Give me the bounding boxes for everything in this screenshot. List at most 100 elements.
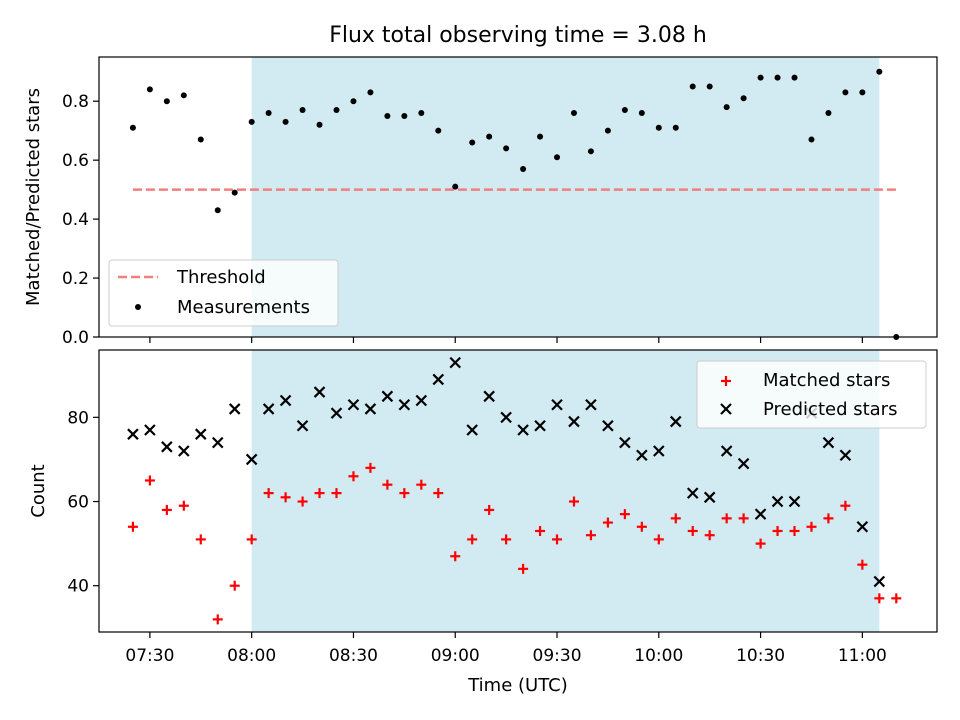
matched-star-point [348,471,359,482]
matched-star-point [314,488,325,499]
predicted-star-point [568,415,580,428]
matched-star-point [670,513,681,524]
predicted-star-point [653,445,665,457]
top-axes-frame [98,56,938,338]
x-tick-label: 10:00 [634,646,683,666]
matched-star-point [585,530,596,541]
predicted-star-point [585,398,597,411]
chart-title: Flux total observing time = 3.08 h [329,23,707,48]
predicted-star-point [737,457,750,470]
measurement-point [570,110,577,116]
matched-star-point [874,593,885,604]
measurement-point [740,95,747,102]
predicted-star-point [754,508,767,520]
x-tick-label: 07:30 [125,646,174,666]
bottom-axes-frame [98,349,938,633]
predicted-star-point [619,436,631,449]
matched-star-point [161,504,172,515]
measurement-point [825,110,832,116]
predicted-star-point [228,403,241,415]
matched-legend-swatch [721,376,731,386]
matched-star-point [806,521,817,532]
predicted-star-point [822,436,835,449]
predicted-star-point [262,403,275,415]
x-tick-label: 09:00 [431,646,480,666]
matched-star-point [127,521,138,532]
predicted-star-point [602,419,614,432]
bottom-legend: Matched stars Predicted stars [696,360,927,429]
predicted-star-point [856,520,869,533]
measurements-legend-swatch [135,304,141,310]
matched-star-point [738,513,749,524]
measurement-point [876,68,883,75]
bottom-y-ticks: 40 60 80 [67,408,99,597]
matched-star-point [399,488,410,499]
measurement-point [859,89,866,96]
predicted-star-point [347,398,360,411]
predicted-star-point [279,394,292,407]
predicted-star-point [534,419,546,432]
predicted-legend-swatch [720,403,732,415]
measurement-point [503,145,510,152]
bottom-y-axis-label: Count [28,464,49,517]
predicted-star-point [636,449,648,462]
measurement-point [316,121,323,128]
measurement-point [401,112,408,119]
matched-star-point [891,593,902,604]
matched-star-point [535,525,546,536]
x-tick-label: 08:00 [227,646,276,666]
x-tick-label: 08:30 [329,646,378,666]
top-x-ticks [149,337,863,343]
predicted-star-point [381,390,394,403]
matched-star-point [687,525,698,536]
measurement-point [129,124,136,131]
measurements-legend-label: Measurements [177,297,310,318]
top-y-tick-label: 0.6 [62,151,89,171]
measurement-point [350,98,357,105]
measurement-point [248,118,255,125]
matched-star-point [433,488,444,499]
measurement-point [842,89,849,96]
top-legend-box [108,259,339,327]
predicted-star-point [211,436,224,449]
measurement-point [520,166,527,172]
predicted-star-point [720,445,733,457]
measurement-point [265,110,272,116]
matched-star-point [619,509,630,520]
matched-star-point [653,534,664,545]
predicted-star-point [483,390,495,403]
matched-star-point [772,525,783,536]
top-window-shading [251,57,880,337]
top-legend: Threshold Measurements [108,259,339,327]
predicted-star-point [415,394,428,407]
matched-star-point [297,496,308,507]
matched-star-point [263,488,274,499]
threshold-legend-label: Threshold [176,267,266,288]
measurement-point [418,110,425,116]
measurement-point [587,148,594,155]
matched-star-point [229,580,240,591]
measurement-point [537,133,544,140]
measurement-point [723,104,730,111]
matched-star-point [518,563,529,574]
top-y-axis-label: Matched/Predicted stars [23,88,44,306]
measurement-point [774,74,781,81]
measurement-point [180,92,187,99]
measurement-point [452,183,459,190]
matched-star-point [789,525,800,536]
top-observing-window [251,57,880,337]
matched-star-point [704,530,715,541]
matched-star-point [552,534,563,545]
matched-star-point [467,534,478,545]
x-tick-label: 09:30 [533,646,582,666]
measurement-point [655,124,662,131]
bottom-x-ticks: 07:30 08:00 08:30 09:00 09:30 10:00 10:30 11:00 [125,632,887,666]
measurement-point [621,107,628,114]
measurement-point [672,124,679,131]
predicted-star-point [364,403,377,415]
measurement-point [638,110,645,116]
measurement-point [554,154,561,161]
matched-star-point [195,534,206,545]
matched-star-point [178,500,189,511]
